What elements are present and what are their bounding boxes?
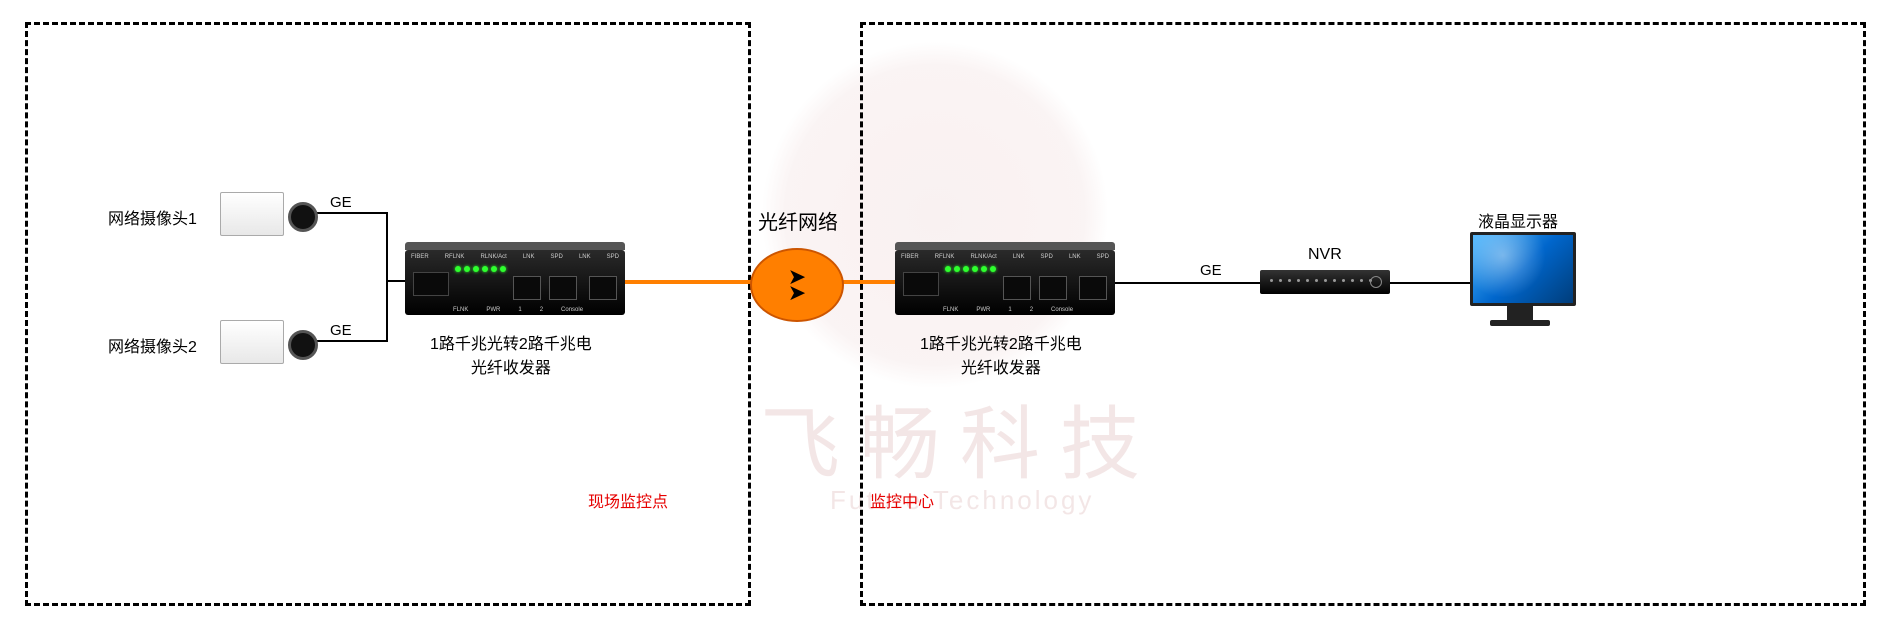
zone-left-title: 现场监控点	[588, 488, 668, 512]
wire-cam2-v	[386, 282, 388, 342]
camera-1	[220, 192, 300, 234]
monitor-screen	[1470, 232, 1576, 306]
fiber-net-label: 光纤网络	[758, 206, 838, 235]
nvr-label: NVR	[1308, 246, 1342, 264]
camera-1-label: 网络摄像头1	[108, 205, 197, 229]
monitor-label: 液晶显示器	[1478, 208, 1558, 232]
camera-2	[220, 320, 300, 362]
zone-left	[25, 22, 751, 606]
converter-left-caption: 1路千兆光转2路千兆电 光纤收发器	[430, 330, 592, 378]
fiber-link-right	[840, 280, 896, 284]
camera-2-label: 网络摄像头2	[108, 333, 197, 357]
nvr-power-icon	[1370, 276, 1382, 288]
ge-label-1: GE	[330, 194, 352, 211]
monitor	[1470, 232, 1570, 322]
wire-cam1-in	[386, 280, 406, 282]
nvr-device	[1260, 270, 1390, 294]
nvr-indicators	[1270, 279, 1372, 282]
ge-label-3: GE	[1200, 262, 1222, 279]
wire-cam1-v	[386, 212, 388, 282]
zone-right-title: 监控中心	[870, 488, 934, 512]
wire-conv-nvr	[1115, 282, 1260, 284]
fiber-link-left	[625, 280, 760, 284]
converter-right-caption: 1路千兆光转2路千兆电 光纤收发器	[920, 330, 1082, 378]
ge-label-2: GE	[330, 322, 352, 339]
fiber-node: ➤➤	[750, 248, 844, 322]
wire-nvr-monitor	[1390, 282, 1470, 284]
converter-right: FIBERRFLNKRLNK/ActLNKSPDLNKSPD FLNKPWR12…	[895, 250, 1115, 315]
converter-left: FIBERRFLNKRLNK/ActLNKSPDLNKSPD FLNKPWR12…	[405, 250, 625, 315]
